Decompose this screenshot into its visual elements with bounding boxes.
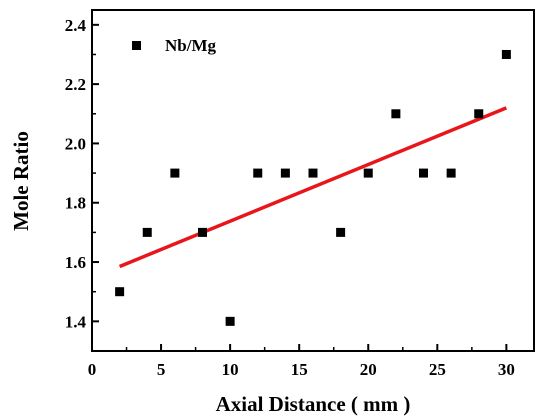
data-point: [391, 109, 401, 119]
legend: Nb/Mg: [132, 36, 217, 55]
axis-ticks: [91, 23, 508, 352]
data-points: [115, 49, 511, 326]
data-point: [363, 168, 373, 178]
data-point: [142, 227, 152, 237]
y-tick-label: 1.4: [65, 312, 87, 331]
linear-fit-line: [118, 106, 508, 269]
x-tick-label: 25: [429, 360, 446, 379]
x-tick-label: 15: [291, 360, 308, 379]
data-point: [336, 227, 346, 237]
data-point: [501, 49, 511, 59]
data-point: [419, 168, 428, 178]
data-point: [308, 168, 318, 178]
data-point: [198, 227, 207, 237]
data-point: [446, 168, 456, 178]
y-tick-label: 2.4: [65, 16, 87, 35]
x-axis-title: Axial Distance ( mm ): [216, 392, 411, 416]
legend-label: Nb/Mg: [165, 36, 217, 55]
y-tick-label: 1.6: [65, 253, 86, 272]
y-tick-label: 2.0: [65, 134, 86, 153]
data-point: [280, 168, 290, 178]
plot-area-frame: [91, 9, 535, 352]
y-tick-label: 1.8: [65, 194, 86, 213]
x-tick-label: 20: [360, 360, 377, 379]
x-tick-label: 10: [222, 360, 239, 379]
x-tick-label: 30: [498, 360, 515, 379]
data-point: [225, 316, 235, 326]
data-point: [474, 109, 484, 119]
x-tick-label: 5: [157, 360, 166, 379]
data-point: [170, 168, 180, 178]
axis-tick-labels: 0 5 10 15 20 25 30 1.4 1.6 1.8 2.0 2.2 2.4: [65, 16, 515, 379]
x-tick-label: 0: [88, 360, 97, 379]
y-tick-label: 2.2: [65, 75, 86, 94]
data-point: [253, 168, 263, 178]
data-point: [115, 287, 125, 297]
legend-marker: [132, 41, 141, 50]
y-axis-title: Mole Ratio: [9, 131, 33, 231]
